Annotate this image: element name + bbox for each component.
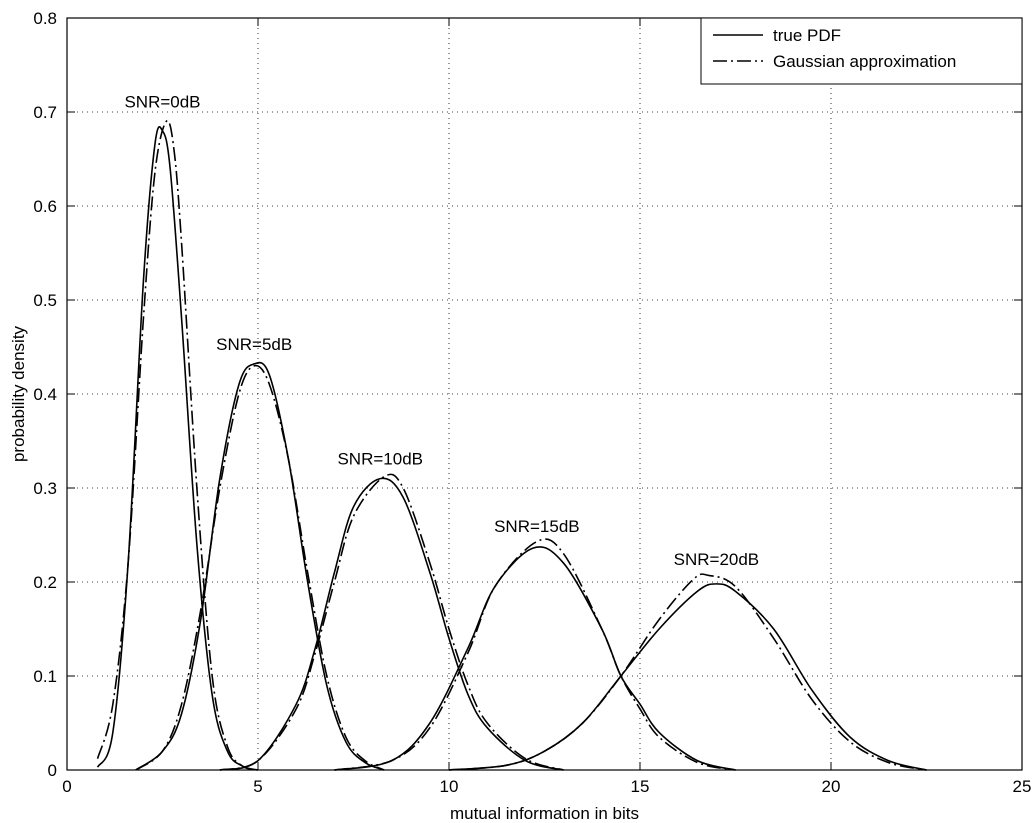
y-tick-label: 0.4: [33, 385, 57, 404]
curve-snr-5db-true-pdf: [135, 361, 385, 771]
y-tick-label: 0.8: [33, 9, 57, 28]
annotation-snr-0db: SNR=0dB: [124, 92, 200, 111]
curve-snr-0db-gaussian-approximation: [96, 119, 259, 771]
annotation-snr-20db: SNR=20dB: [674, 550, 760, 569]
y-tick-label: 0.5: [33, 291, 57, 310]
x-tick-label: 0: [62, 777, 71, 796]
y-tick-label: 0.6: [33, 197, 57, 216]
y-tick-label: 0.2: [33, 573, 57, 592]
curve-snr-15db-true-pdf: [334, 546, 736, 771]
legend-box: [700, 17, 1023, 85]
curves: [96, 119, 927, 771]
x-tick-label: 25: [1013, 777, 1032, 796]
x-tick-label: 5: [253, 777, 262, 796]
snr-annotations: SNR=0dB SNR=5dB SNR=10dB SNR=15dB SNR=20dB: [124, 92, 759, 569]
annotation-snr-15db: SNR=15dB: [494, 517, 580, 536]
curve-snr-10db-true-pdf: [219, 477, 564, 771]
y-tick-label: 0.3: [33, 479, 57, 498]
x-tick-label: 20: [822, 777, 841, 796]
y-tick-label: 0: [48, 761, 57, 780]
curve-snr-20db-true-pdf: [448, 583, 927, 771]
x-axis-label: mutual information in bits: [450, 804, 639, 823]
curve-snr-5db-gaussian-approximation: [135, 364, 385, 771]
legend: true PDF Gaussian approximation: [700, 17, 1023, 85]
curve-snr-15db-gaussian-approximation: [334, 538, 736, 771]
x-tick-label: 10: [440, 777, 459, 796]
x-tick-label: 15: [631, 777, 650, 796]
legend-label-true-pdf: true PDF: [773, 26, 841, 45]
curve-snr-20db-gaussian-approximation: [448, 573, 927, 771]
y-axis-label: probability density: [9, 325, 28, 462]
y-tick-label: 0.7: [33, 103, 57, 122]
y-tick-label: 0.1: [33, 667, 57, 686]
legend-label-gaussian-approximation: Gaussian approximation: [773, 52, 956, 71]
annotation-snr-10db: SNR=10dB: [337, 450, 423, 469]
curve-snr-10db-gaussian-approximation: [219, 473, 564, 771]
curve-snr-0db-true-pdf: [96, 126, 259, 771]
annotation-snr-5db: SNR=5dB: [216, 335, 292, 354]
axis-ticks: 0 5 10 15 20 25 0 0.1 0.2 0.3 0.4 0.5 0.6 0.7 0.8: [33, 9, 1031, 796]
grid: [67, 18, 1022, 770]
